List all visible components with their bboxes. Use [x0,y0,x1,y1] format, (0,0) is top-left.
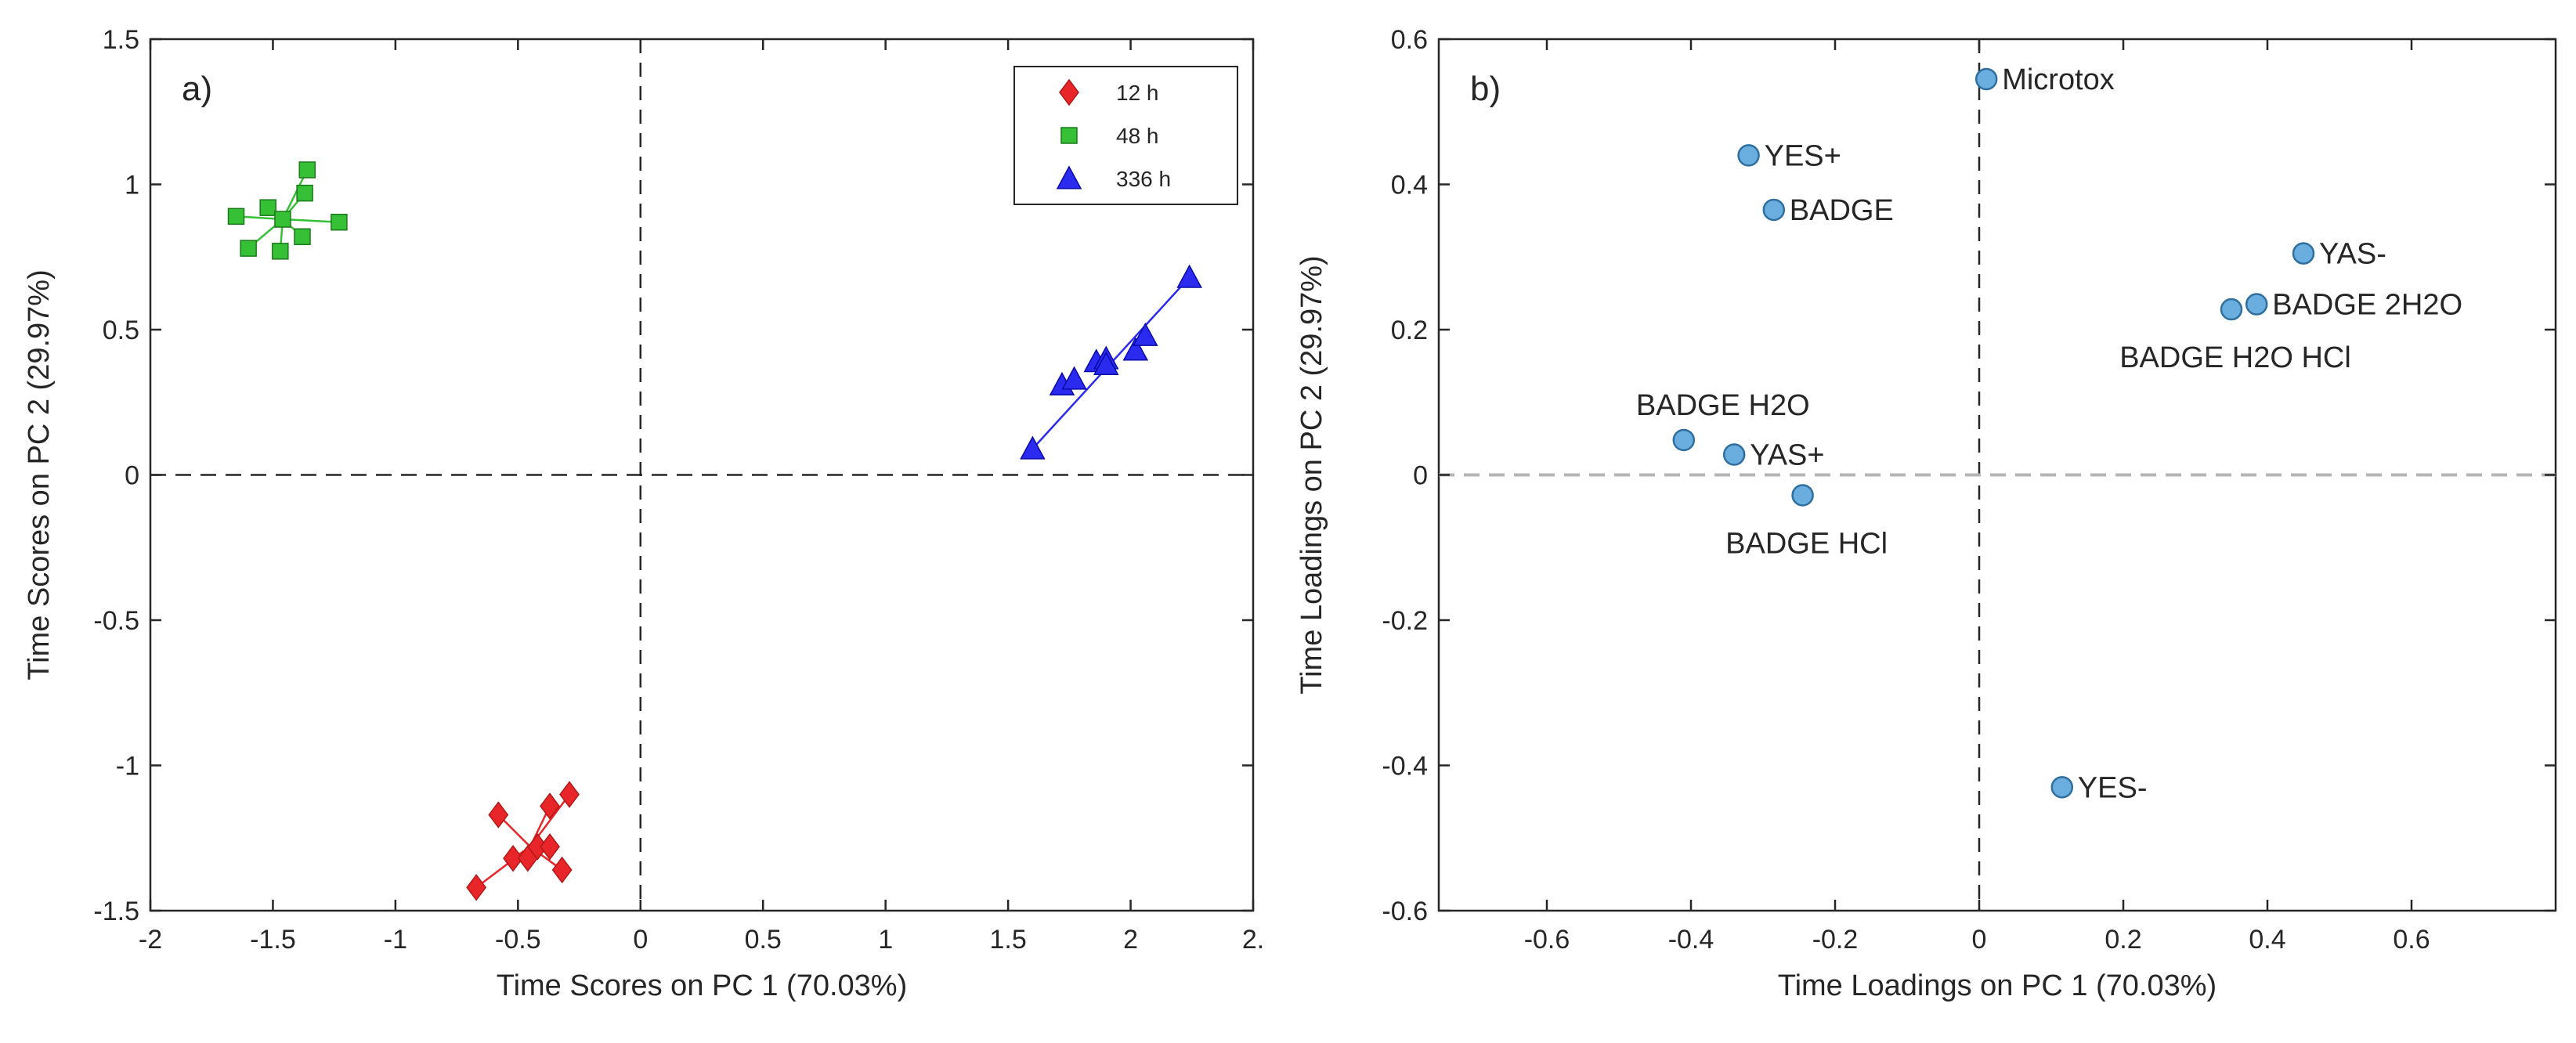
y-tick-label: 0 [1413,461,1428,491]
panel-b-loadings-plot: -0.6 -0.4 -0.2 0 0.2 0.4 0.6 -0.6 -0.4 -0.2 0 0.2 0.… [1295,25,2557,1002]
series-336-h [1020,264,1202,460]
diamond-point [540,833,560,861]
y-tick-label: -1.5 [93,897,139,926]
y-tick-label: -0.5 [93,606,139,636]
series-12-h [466,781,580,901]
legend-label: 48 h [1116,124,1159,148]
y-tick-label: 0.4 [1391,171,1428,200]
y-tick-label: 1 [125,171,139,200]
diamond-point [503,844,524,872]
loading-point [2220,298,2243,321]
loading-label: BADGE HCl [1725,527,1888,560]
loading-point [2050,776,2074,799]
y-tick-label: -0.2 [1382,606,1428,636]
loading-point [1974,67,1998,91]
triangle-point [1176,264,1202,288]
diamond-point [559,781,580,808]
y-tick-label: 0.6 [1391,25,1428,55]
diamond-point [540,792,560,820]
loading-label: BADGE 2H2O [2272,289,2462,322]
loading-label: YAS+ [1750,439,1824,472]
loading-label: BADGE [1790,194,1894,227]
triangle-point [1122,337,1149,361]
x-tick-label: 0.6 [2393,925,2430,955]
triangle-point [1061,366,1087,390]
loading-point [1791,484,1814,507]
triangle-point [1133,322,1158,346]
x-axis-title: Time Scores on PC 1 (70.03%) [497,969,907,1002]
loading-label: BADGE H2O [1636,389,1810,422]
legend-marker-triangle [1056,165,1082,189]
square-point [294,228,311,246]
diamond-point [466,874,487,901]
square-point [298,161,316,179]
panel-label: b) [1470,70,1501,108]
x-tick-label: 0.5 [745,925,782,955]
square-point [272,243,289,260]
loading-point [2245,293,2268,316]
y-tick-label: 0.5 [103,316,139,345]
x-tick-label: -1 [384,925,407,955]
x-axis-title: Time Loadings on PC 1 (70.03%) [1778,969,2217,1002]
panel-label: a) [182,70,212,108]
loading-label: YAS- [2319,238,2386,271]
y-tick-label: 0 [125,461,139,491]
x-tick-label: -0.4 [1668,925,1714,955]
star-connector-line [282,218,339,223]
x-tick-label: 2 [1123,925,1138,955]
x-tick-label: -1.5 [250,925,296,955]
legend-label: 12 h [1116,81,1159,105]
loading-label: YES- [2078,771,2148,804]
loading-label: BADGE H2O HCl [2119,341,2351,374]
diamond-point [551,856,573,884]
x-tick-label: 0.4 [2249,925,2285,955]
x-tick-label: 0 [1972,925,1987,955]
triangle-point [1020,435,1046,460]
legend-box [1013,66,1238,205]
x-tick-label: 1 [878,925,893,955]
square-point [227,208,245,226]
square-point [296,184,313,202]
y-tick-label: -0.6 [1382,897,1428,926]
diamond-point [488,801,509,828]
y-axis-title: Time Scores on PC 2 (29.97%) [23,269,56,680]
x-tick-label: 2. [1242,925,1264,955]
legend-marker-diamond [1059,78,1079,106]
x-tick-label: 0.2 [2105,925,2141,955]
x-tick-label: -0.6 [1524,925,1570,955]
loading-points: Microtox YES+ BADGE YAS- BADGE 2H2O BADGE H2O… [1636,63,2462,804]
loading-point [1762,198,1786,222]
square-point [259,199,276,216]
loading-point [1672,428,1696,452]
series-48-h [227,161,348,260]
y-tick-label: 0.2 [1391,316,1428,345]
square-point [331,213,348,231]
x-tick-label: 0 [633,925,648,955]
panel-a-scores-plot: -2 -1.5 -1 -0.5 0 0.5 1 1.5 2 2.-1.5-1-0.500.511.… [23,25,1264,1002]
y-tick-label: 1.5 [103,25,139,55]
x-tick-label: -0.5 [495,925,541,955]
y-axis-title: Time Loadings on PC 2 (29.97%) [1295,255,1328,694]
x-tick-label: -2 [139,925,162,955]
legend: 12 h 48 h 336 h [1013,66,1238,205]
y-tick-label: -1 [116,752,139,781]
square-point [240,240,257,257]
x-tick-label: 1.5 [989,925,1026,955]
square-point [274,211,291,228]
loading-label: Microtox [2002,63,2115,96]
loading-point [1737,144,1760,167]
y-tick-label: -0.4 [1382,752,1428,781]
legend-label: 336 h [1116,167,1171,191]
loading-label: YES+ [1765,139,1841,172]
legend-marker-square [1060,127,1078,144]
x-tick-label: -0.2 [1812,925,1859,955]
loading-point [1722,443,1746,466]
triangle-point [1093,351,1119,376]
loading-point [2292,242,2315,265]
